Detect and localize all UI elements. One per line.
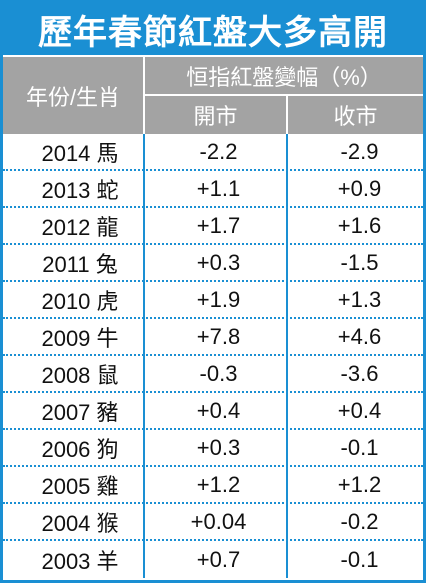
close-cell: -1.5 <box>340 249 379 275</box>
close-cell: +1.3 <box>337 286 382 312</box>
table-row: 2009 牛 +7.8 +4.6 <box>3 319 423 356</box>
table-row: 2007 豬 +0.4 +0.4 <box>3 393 423 430</box>
table-row: 2008 鼠 -0.3 -3.6 <box>3 356 423 393</box>
close-header: 收市 <box>333 104 378 129</box>
year-cell: 2012 龍 <box>41 214 119 240</box>
close-cell: -0.1 <box>340 434 379 460</box>
close-cell: -0.2 <box>340 508 379 534</box>
year-cell: 2014 馬 <box>41 140 119 166</box>
column-divider-1 <box>143 134 145 578</box>
open-header: 開市 <box>193 104 238 129</box>
year-cell: 2011 兔 <box>42 251 118 277</box>
table-row: 2003 羊 +0.7 -0.1 <box>3 541 423 578</box>
open-cell: +1.2 <box>196 471 241 497</box>
year-cell: 2007 豬 <box>41 399 119 425</box>
open-cell: +1.7 <box>196 212 241 238</box>
year-cell: 2006 狗 <box>41 436 119 462</box>
close-cell: +0.4 <box>337 397 382 423</box>
close-cell: -3.6 <box>340 360 379 386</box>
open-cell: +0.04 <box>190 508 247 534</box>
close-cell: +0.9 <box>337 175 382 201</box>
year-cell: 2009 牛 <box>41 325 119 351</box>
open-cell: +0.3 <box>196 249 241 275</box>
open-cell: +0.4 <box>196 397 241 423</box>
year-cell: 2005 雞 <box>41 473 119 499</box>
table-row: 2014 馬 -2.2 -2.9 <box>3 134 423 171</box>
close-cell: -2.9 <box>340 138 379 164</box>
header-subdivider <box>286 96 288 134</box>
year-cell: 2004 猴 <box>41 510 119 536</box>
year-cell: 2008 鼠 <box>41 362 119 388</box>
table-row: 2010 虎 +1.9 +1.3 <box>3 282 423 319</box>
close-cell: +1.2 <box>337 471 382 497</box>
open-cell: +0.3 <box>196 434 241 460</box>
table-body: 2014 馬 -2.2 -2.9 2013 蛇 +1.1 +0.9 2012 龍 +1.7 +1… <box>3 134 423 578</box>
header-divider <box>143 57 145 134</box>
table-row: 2004 猴 +0.04 -0.2 <box>3 504 423 541</box>
column-divider-2 <box>286 134 288 578</box>
open-cell: +1.1 <box>196 175 241 201</box>
open-cell: -2.2 <box>199 138 238 164</box>
table-header: 年份/生肖 恒指紅盤變幅（%） 開市 收市 <box>3 55 423 134</box>
open-cell: +0.7 <box>196 546 241 572</box>
table-row: 2011 兔 +0.3 -1.5 <box>3 245 423 282</box>
table-row: 2012 龍 +1.7 +1.6 <box>3 208 423 245</box>
open-cell: -0.3 <box>199 360 238 386</box>
table-title: 歷年春節紅盤大多高開 <box>3 3 423 55</box>
year-cell: 2003 羊 <box>41 548 119 574</box>
year-zodiac-header: 年份/生肖 <box>25 84 121 110</box>
year-cell: 2013 蛇 <box>41 177 119 203</box>
table-row: 2013 蛇 +1.1 +0.9 <box>3 171 423 208</box>
close-cell: +1.6 <box>337 212 382 238</box>
open-cell: +1.9 <box>196 286 241 312</box>
open-cell: +7.8 <box>196 323 241 349</box>
table-row: 2006 狗 +0.3 -0.1 <box>3 430 423 467</box>
close-cell: -0.1 <box>340 546 379 572</box>
metric-header: 恒指紅盤變幅（%） <box>145 57 423 96</box>
table-row: 2005 雞 +1.2 +1.2 <box>3 467 423 504</box>
year-cell: 2010 虎 <box>41 288 119 314</box>
close-cell: +4.6 <box>337 323 382 349</box>
